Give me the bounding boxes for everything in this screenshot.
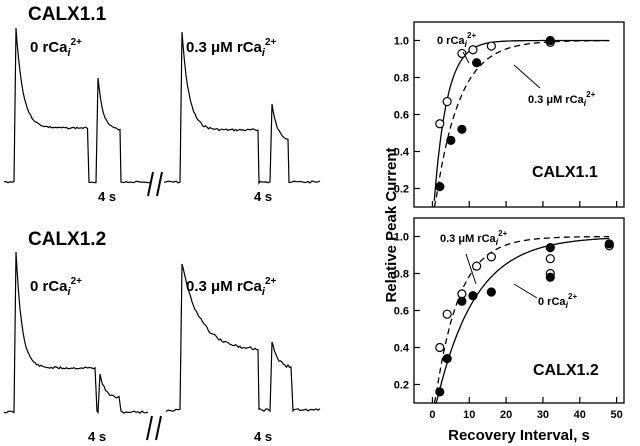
x-tick-label: 40 xyxy=(574,409,586,421)
trace-bottom-left xyxy=(3,251,149,414)
data-point-filled xyxy=(457,124,467,134)
trace-top-left xyxy=(3,27,151,184)
annotation-0-rca-top: 0 rCai2+ xyxy=(437,31,476,49)
x-tick-label: 50 xyxy=(611,409,623,421)
trace-bottom-right xyxy=(165,263,321,413)
y-tick-label: 0.8 xyxy=(394,269,409,281)
data-point-filled xyxy=(545,35,555,46)
data-point-filled xyxy=(472,58,482,68)
data-point-open xyxy=(435,342,445,353)
break-mark-bottom-b xyxy=(155,415,162,441)
trace-title-top: CALX1.1 xyxy=(28,4,107,25)
traces-bottom: CALX1.2 0 rCai2+ 0.3 μM rCai2+ 4 s 4 s xyxy=(3,229,321,444)
x-tick-label: 20 xyxy=(500,409,512,421)
trace-label-bottom-right: 0.3 μM rCai2+ xyxy=(186,276,276,298)
data-point-open xyxy=(442,309,452,319)
y-axis-title: Relative Peak Current xyxy=(383,147,400,302)
y-tick-label: 0.4 xyxy=(394,343,410,355)
x-axis-title: Recovery Interval, s xyxy=(448,427,590,444)
y-tick-label: 0.2 xyxy=(394,380,409,392)
x-tick-label: 30 xyxy=(537,409,549,421)
x-tick-label: 0 xyxy=(429,409,435,421)
data-point-filled xyxy=(457,296,467,306)
trace-label-bottom-left: 0 rCai2+ xyxy=(30,276,82,298)
fit-curve-0-3-rca xyxy=(433,39,610,208)
data-point-filled xyxy=(486,287,496,297)
time-label-bottom-right: 4 s xyxy=(254,429,272,444)
data-point-open xyxy=(486,41,496,51)
data-point-open xyxy=(442,96,452,107)
y-tick-label: 0.6 xyxy=(394,306,409,318)
annotation-arrow-0-rca-top xyxy=(462,51,470,64)
data-point-filled xyxy=(435,182,445,192)
fit-curve-0-rca-bottom xyxy=(434,237,610,404)
data-point-open xyxy=(457,289,467,299)
break-mark-top-b xyxy=(156,171,163,197)
data-point-filled xyxy=(545,272,555,282)
data-point-open xyxy=(457,48,467,59)
time-label-top-right: 4 s xyxy=(254,189,272,204)
panel-label-calx1-2: CALX1.2 xyxy=(533,362,599,379)
break-mark-bottom-a xyxy=(146,415,153,441)
trace-label-top-left: 0 rCai2+ xyxy=(30,37,82,59)
data-point-filled xyxy=(435,387,445,397)
panel-label-calx1-1: CALX1.1 xyxy=(532,164,598,181)
trace-top-right xyxy=(163,31,321,185)
data-point-filled xyxy=(468,291,478,301)
data-point-filled xyxy=(442,354,452,364)
data-point-open xyxy=(435,119,445,129)
annotation-0-3-rca-top: 0.3 μM rCai2+ xyxy=(528,90,596,108)
plot-calx1-2: 0.2 0.4 0.6 0.8 1.0 0 10 20 30 40 50 CALX1.2 0.3 μ… xyxy=(394,217,625,421)
annotation-0-rca-bottom: 0 rCai2+ xyxy=(538,292,577,310)
y-tick-label: 1.0 xyxy=(394,36,409,48)
trace-label-top-right: 0.3 μM rCai2+ xyxy=(186,37,276,59)
annotation-arrow-0-3-rca-top xyxy=(513,64,541,89)
break-mark-top-a xyxy=(147,171,154,197)
x-tick-label: 10 xyxy=(463,409,475,421)
annotation-0-3-rca-bottom: 0.3 μM rCai2+ xyxy=(440,229,508,247)
traces-top: CALX1.1 0 rCai2+ 0.3 μM rCai2+ 4 s 4 s xyxy=(3,4,321,204)
y-tick-label: 0.8 xyxy=(394,73,409,85)
time-label-top-left: 4 s xyxy=(98,189,116,204)
data-point-filled xyxy=(604,239,614,249)
annotation-arrow-0-3-rca-bottom xyxy=(465,253,477,285)
data-point-open xyxy=(472,261,482,271)
data-point-open xyxy=(486,252,496,262)
trace-title-bottom: CALX1.2 xyxy=(28,229,106,250)
time-label-bottom-left: 4 s xyxy=(88,429,106,444)
data-point-filled xyxy=(446,135,456,145)
data-point-open xyxy=(545,254,555,264)
annotation-arrow-0-rca-bottom xyxy=(513,283,538,299)
y-tick-label: 1.0 xyxy=(394,232,409,244)
y-tick-label: 0.2 xyxy=(394,184,409,196)
y-tick-label: 0.6 xyxy=(394,110,409,122)
y-tick-label: 0.4 xyxy=(394,147,410,159)
data-point-filled xyxy=(545,243,555,253)
plot-calx1-1: 0.2 0.4 0.6 0.8 1.0 CALX1.1 0 rCai2+ 0.3 μM … xyxy=(394,21,625,208)
data-point-open xyxy=(468,45,478,55)
